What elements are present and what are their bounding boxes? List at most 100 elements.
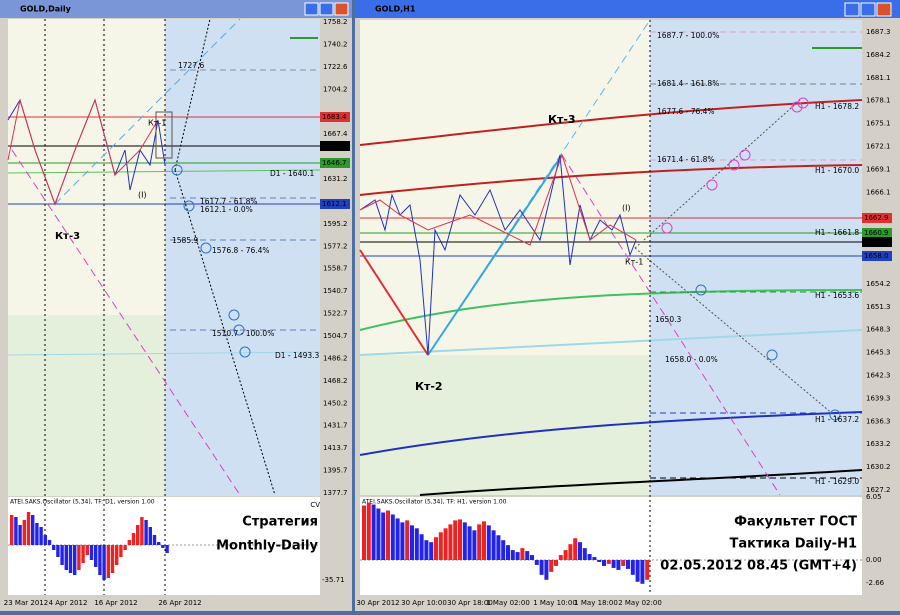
osc-bar: [602, 560, 606, 566]
titlebar: [0, 0, 352, 18]
osc-bar: [39, 527, 43, 545]
price-label: 1645.3: [866, 349, 891, 357]
price-label: 1758.2: [323, 18, 348, 26]
annotation: Кт-1: [625, 258, 643, 267]
osc-bar: [60, 545, 64, 565]
annotation: H1 - 1678.2: [815, 102, 859, 111]
annotation: 1585.9: [172, 236, 198, 245]
price-label: 1377.7: [323, 489, 348, 497]
osc-bar: [438, 532, 443, 560]
osc-label: 0.00: [866, 556, 882, 564]
osc-bar: [386, 510, 390, 560]
osc-bar: [366, 502, 371, 560]
osc-bar: [22, 520, 26, 545]
date-label: 16 Apr 2012: [94, 599, 137, 607]
forecast-zone: [165, 19, 320, 496]
osc-bar: [496, 535, 501, 560]
price-box-label: 1662.9: [864, 214, 889, 222]
annotation: Кт-3: [55, 231, 80, 242]
price-label: 1675.1: [866, 120, 891, 128]
annotation: 1681.4 - 161.8%: [657, 79, 719, 88]
osc-bar: [81, 545, 85, 563]
price-box-label: 1612.1: [322, 200, 347, 208]
osc-bar: [578, 542, 582, 560]
date-label: 26 Apr 2012: [158, 599, 201, 607]
close-button[interactable]: [334, 2, 349, 16]
annotation: (I): [138, 191, 147, 200]
min-button[interactable]: [304, 2, 319, 16]
max-button[interactable]: [860, 2, 876, 17]
osc-bar: [31, 515, 35, 545]
osc-bar: [26, 512, 31, 545]
osc-bar: [544, 560, 549, 580]
price-label: 1642.3: [866, 372, 891, 380]
price-box: [862, 228, 892, 238]
annotation: H1 - 1661.8: [815, 228, 859, 237]
osc-bar: [549, 560, 554, 572]
osc-bar: [376, 508, 381, 560]
price-label: 1681.1: [866, 74, 891, 82]
price-label: 1431.7: [323, 422, 348, 430]
osc-bar: [510, 550, 515, 560]
osc-bar: [89, 545, 94, 560]
price-box-label: 1660.9: [864, 229, 889, 237]
caption: Тактика Daily-H1: [730, 537, 858, 552]
osc-bar: [530, 555, 534, 560]
left-drawings: [7, 18, 321, 595]
osc-bar: [35, 523, 39, 545]
min-button[interactable]: [844, 2, 860, 17]
price-label: 1678.1: [866, 97, 891, 105]
annotation: 1658.0 - 0.0%: [665, 355, 718, 364]
annotation: D1 - 1640.1: [270, 169, 314, 178]
annotation: H1 - 1653.6: [815, 291, 859, 300]
close-button[interactable]: [876, 2, 892, 17]
annotation: 1576.8 - 76.4%: [212, 246, 270, 255]
osc-bar: [621, 560, 626, 566]
osc-bar: [148, 527, 152, 545]
price-box: [862, 213, 892, 223]
osc-bar: [587, 554, 592, 560]
price-label: 1630.2: [866, 463, 891, 471]
price-label: 1684.2: [866, 51, 891, 59]
price-label: 1633.2: [866, 440, 891, 448]
osc-bar: [85, 545, 89, 555]
osc-bar: [123, 545, 127, 550]
annotation: Кт-3: [548, 113, 576, 126]
date-label: 2 May 02:00: [618, 599, 662, 607]
osc-bar: [47, 540, 52, 545]
annotation: H1 - 1629.0: [815, 477, 859, 486]
date-label: 23 Mar 2012: [4, 599, 48, 607]
osc-bar: [472, 530, 477, 560]
date-label: 1 May 18:00: [574, 599, 618, 607]
price-box: [862, 237, 892, 247]
osc-bar: [10, 515, 14, 545]
osc-bar: [635, 560, 640, 582]
date-label: 1 May 10:00: [533, 599, 577, 607]
osc-bar: [434, 537, 438, 560]
osc-bar: [462, 522, 467, 560]
price-box: [320, 199, 350, 209]
price-label: 1740.2: [323, 40, 348, 48]
osc-bar: [102, 545, 106, 580]
annotation: H1 - 1637.2: [815, 415, 859, 424]
osc-bar: [127, 540, 131, 545]
osc-bar: [395, 518, 400, 560]
max-button[interactable]: [319, 2, 334, 16]
annotation: H1 - 1670.0: [815, 166, 859, 175]
osc-bar: [68, 545, 73, 573]
osc-bar: [390, 514, 395, 560]
price-label: 1722.6: [323, 63, 348, 71]
price-label: 1651.3: [866, 303, 891, 311]
zone: [8, 315, 165, 496]
price-label: 1631.2: [323, 175, 348, 183]
price-label: 1672.1: [866, 143, 891, 151]
osc-bar: [161, 545, 165, 548]
window-title: GOLD,Daily: [20, 5, 72, 14]
osc-bar: [424, 540, 429, 560]
osc-bar: [157, 542, 161, 545]
annotation: 1671.4 - 61.8%: [657, 155, 715, 164]
window-title: GOLD,H1: [375, 5, 416, 14]
price-label: 1595.2: [323, 220, 348, 228]
price-box-label: 1659.8: [864, 238, 889, 246]
price-label: 1666.1: [866, 188, 891, 196]
